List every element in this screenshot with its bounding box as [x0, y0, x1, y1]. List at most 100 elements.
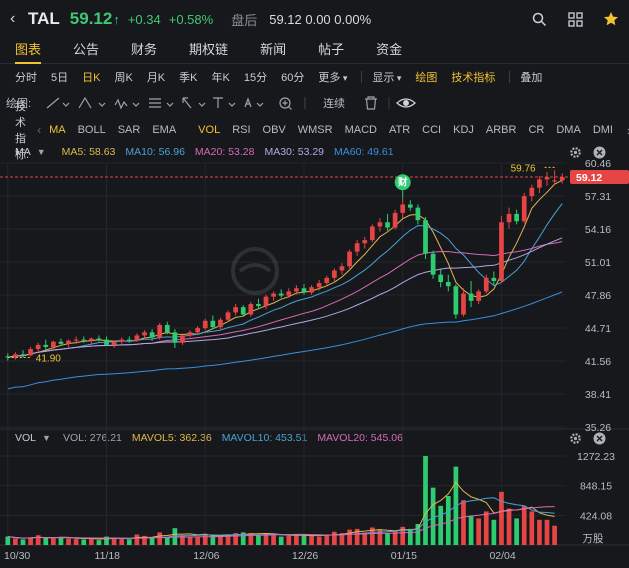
chart-annotations: 59.12 59.76 41.90 财 — [0, 163, 629, 364]
scroll-left-icon[interactable]: ‹ — [37, 123, 42, 137]
back-chevron-icon[interactable]: ‹ — [10, 10, 16, 27]
indicator-cr[interactable]: CR — [528, 124, 545, 136]
overlay-button[interactable]: 叠加 — [520, 72, 543, 84]
tab-posts[interactable]: 帖子 — [318, 41, 345, 57]
grid-icon[interactable] — [567, 11, 583, 27]
candle-body — [423, 220, 428, 254]
tab-news[interactable]: 新闻 — [260, 41, 287, 57]
period-monthly[interactable]: 月K — [146, 72, 166, 84]
tab-announcements[interactable]: 公告 — [73, 41, 100, 57]
volume-bar — [537, 519, 542, 545]
period-15min[interactable]: 15分 — [243, 72, 268, 84]
search-icon[interactable] — [531, 11, 547, 27]
candle-body — [172, 332, 178, 343]
volume-bar — [225, 534, 231, 545]
indicator-dma[interactable]: DMA — [556, 124, 581, 136]
volume-ma-lines — [7, 481, 555, 540]
volume-bar — [43, 538, 49, 545]
ma10-line — [7, 203, 563, 358]
indicator-dmi[interactable]: DMI — [592, 124, 613, 136]
period-weekly[interactable]: 周K — [114, 72, 133, 84]
indicator-cci[interactable]: CCI — [422, 124, 442, 136]
indicator-wmsr[interactable]: WMSR — [297, 124, 333, 136]
candle-body — [316, 283, 322, 288]
ma30-line — [7, 237, 563, 358]
volume-bar — [88, 538, 94, 545]
scroll-right-icon[interactable]: › — [627, 123, 629, 138]
candle-body — [81, 339, 87, 341]
wave-tool-icon[interactable] — [114, 98, 140, 110]
period-yearly[interactable]: 年K — [211, 72, 230, 84]
volume-bar — [286, 535, 292, 545]
period-more-dropdown[interactable]: 更多 — [318, 69, 347, 85]
mavol20-line — [7, 506, 555, 539]
volume-bar — [134, 534, 140, 545]
indicator-macd[interactable]: MACD — [344, 124, 377, 136]
vol-legend-name[interactable]: VOL — [15, 432, 37, 444]
star-icon[interactable] — [603, 11, 619, 27]
last-price: 59.12 — [69, 9, 113, 28]
indicator-atr[interactable]: ATR — [388, 124, 411, 136]
volume-bar — [218, 536, 223, 545]
tab-chart[interactable]: 图表 — [15, 38, 42, 64]
close-circle-icon[interactable] — [591, 144, 607, 160]
tab-capital-flow[interactable]: 资金 — [376, 41, 403, 57]
settings-gear-icon[interactable] — [567, 430, 583, 446]
vol-controls — [567, 430, 607, 446]
ma-dropdown-icon[interactable]: ▼ — [36, 147, 46, 157]
indicator-ma[interactable]: MA — [49, 124, 66, 136]
period-quarterly[interactable]: 季K — [179, 72, 198, 84]
indicator-ema[interactable]: EMA — [152, 124, 177, 136]
indicator-obv[interactable]: OBV — [262, 124, 286, 136]
quote-header: ‹ TAL 59.12 ↑ +0.34 +0.58% 盘后 59.12 0.00… — [0, 0, 629, 38]
indicator-arbr[interactable]: ARBR — [485, 124, 517, 136]
trash-icon[interactable] — [365, 96, 378, 110]
vol-dropdown-icon[interactable]: ▼ — [42, 433, 51, 443]
tab-options-chain[interactable]: 期权链 — [189, 41, 229, 57]
tab-financials[interactable]: 财务 — [131, 41, 158, 57]
channel-tool-icon[interactable] — [78, 96, 106, 109]
candle-body — [529, 187, 535, 197]
volume-bar — [187, 536, 193, 545]
watermark-logo — [231, 247, 279, 295]
drawing-toggle[interactable]: 绘图 — [415, 72, 438, 84]
candle-body — [559, 177, 565, 181]
period-60min[interactable]: 60分 — [281, 72, 305, 84]
price-axis-label: 41.56 — [585, 356, 611, 368]
fibonacci-tool-icon[interactable] — [149, 98, 174, 108]
candle-body — [506, 213, 512, 223]
period-daily[interactable]: 日K — [82, 72, 101, 84]
text-tool-icon[interactable] — [213, 97, 236, 108]
candle-body — [362, 240, 368, 244]
indicator-kdj[interactable]: KDJ — [453, 124, 474, 136]
candle-body — [73, 339, 79, 341]
indicator-sar[interactable]: SAR — [117, 124, 141, 136]
close-circle-icon[interactable] — [591, 430, 607, 446]
visibility-eye-icon[interactable] — [396, 98, 417, 108]
volume-bar — [51, 538, 56, 545]
settings-gear-icon[interactable] — [567, 144, 583, 160]
trendline-tool-icon[interactable] — [46, 97, 70, 109]
volume-bar — [233, 533, 238, 545]
zoom-tool-icon[interactable] — [279, 97, 292, 110]
tech-indicator-toggle[interactable]: 技术指标 — [451, 72, 496, 84]
indicator-vol[interactable]: VOL — [198, 124, 221, 136]
indicator-boll[interactable]: BOLL — [77, 124, 106, 136]
font-size-tool-icon[interactable] — [244, 97, 264, 108]
continuous-draw-toggle[interactable]: 连续 — [323, 98, 346, 110]
candle-body — [332, 270, 337, 278]
volume-bar — [347, 529, 352, 545]
indicator-rsi[interactable]: RSI — [232, 124, 251, 136]
ma-legend-name[interactable]: MA — [15, 146, 31, 158]
ticker-symbol: TAL — [28, 9, 60, 28]
candle-body — [499, 222, 504, 281]
period-5day[interactable]: 5日 — [51, 72, 69, 84]
volume-bar — [58, 536, 64, 545]
candle-body — [187, 332, 193, 336]
candle-body — [240, 307, 246, 315]
display-dropdown[interactable]: 显示 — [372, 69, 401, 85]
candle-body — [157, 324, 163, 338]
period-intraday[interactable]: 分时 — [15, 72, 37, 84]
vol-value: VOL: 276.21 — [62, 432, 122, 444]
arrow-tool-icon[interactable] — [182, 97, 206, 109]
